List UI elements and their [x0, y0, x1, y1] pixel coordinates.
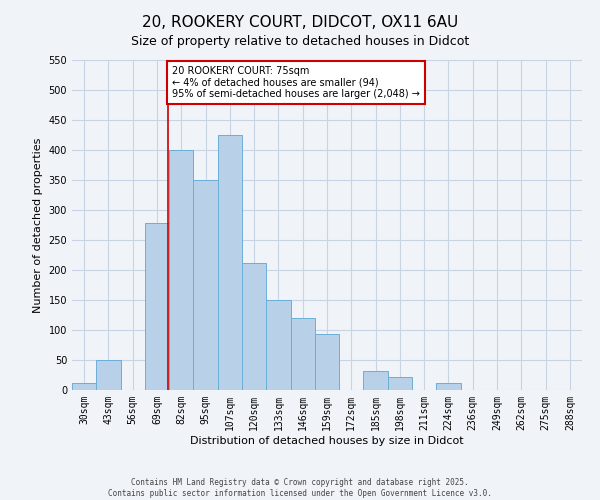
Bar	[145, 223, 169, 390]
Text: 20, ROOKERY COURT, DIDCOT, OX11 6AU: 20, ROOKERY COURT, DIDCOT, OX11 6AU	[142, 15, 458, 30]
Bar	[290, 318, 315, 390]
Bar	[436, 384, 461, 390]
Bar	[242, 263, 266, 390]
Text: Contains HM Land Registry data © Crown copyright and database right 2025.
Contai: Contains HM Land Registry data © Crown c…	[108, 478, 492, 498]
Bar	[193, 180, 218, 390]
Bar	[96, 360, 121, 390]
Bar	[266, 300, 290, 390]
Text: 20 ROOKERY COURT: 75sqm
← 4% of detached houses are smaller (94)
95% of semi-det: 20 ROOKERY COURT: 75sqm ← 4% of detached…	[172, 66, 420, 99]
Bar	[169, 150, 193, 390]
Bar	[364, 372, 388, 390]
X-axis label: Distribution of detached houses by size in Didcot: Distribution of detached houses by size …	[190, 436, 464, 446]
Bar	[218, 135, 242, 390]
Bar	[388, 378, 412, 390]
Text: Size of property relative to detached houses in Didcot: Size of property relative to detached ho…	[131, 35, 469, 48]
Bar	[72, 383, 96, 390]
Bar	[315, 334, 339, 390]
Y-axis label: Number of detached properties: Number of detached properties	[33, 138, 43, 312]
